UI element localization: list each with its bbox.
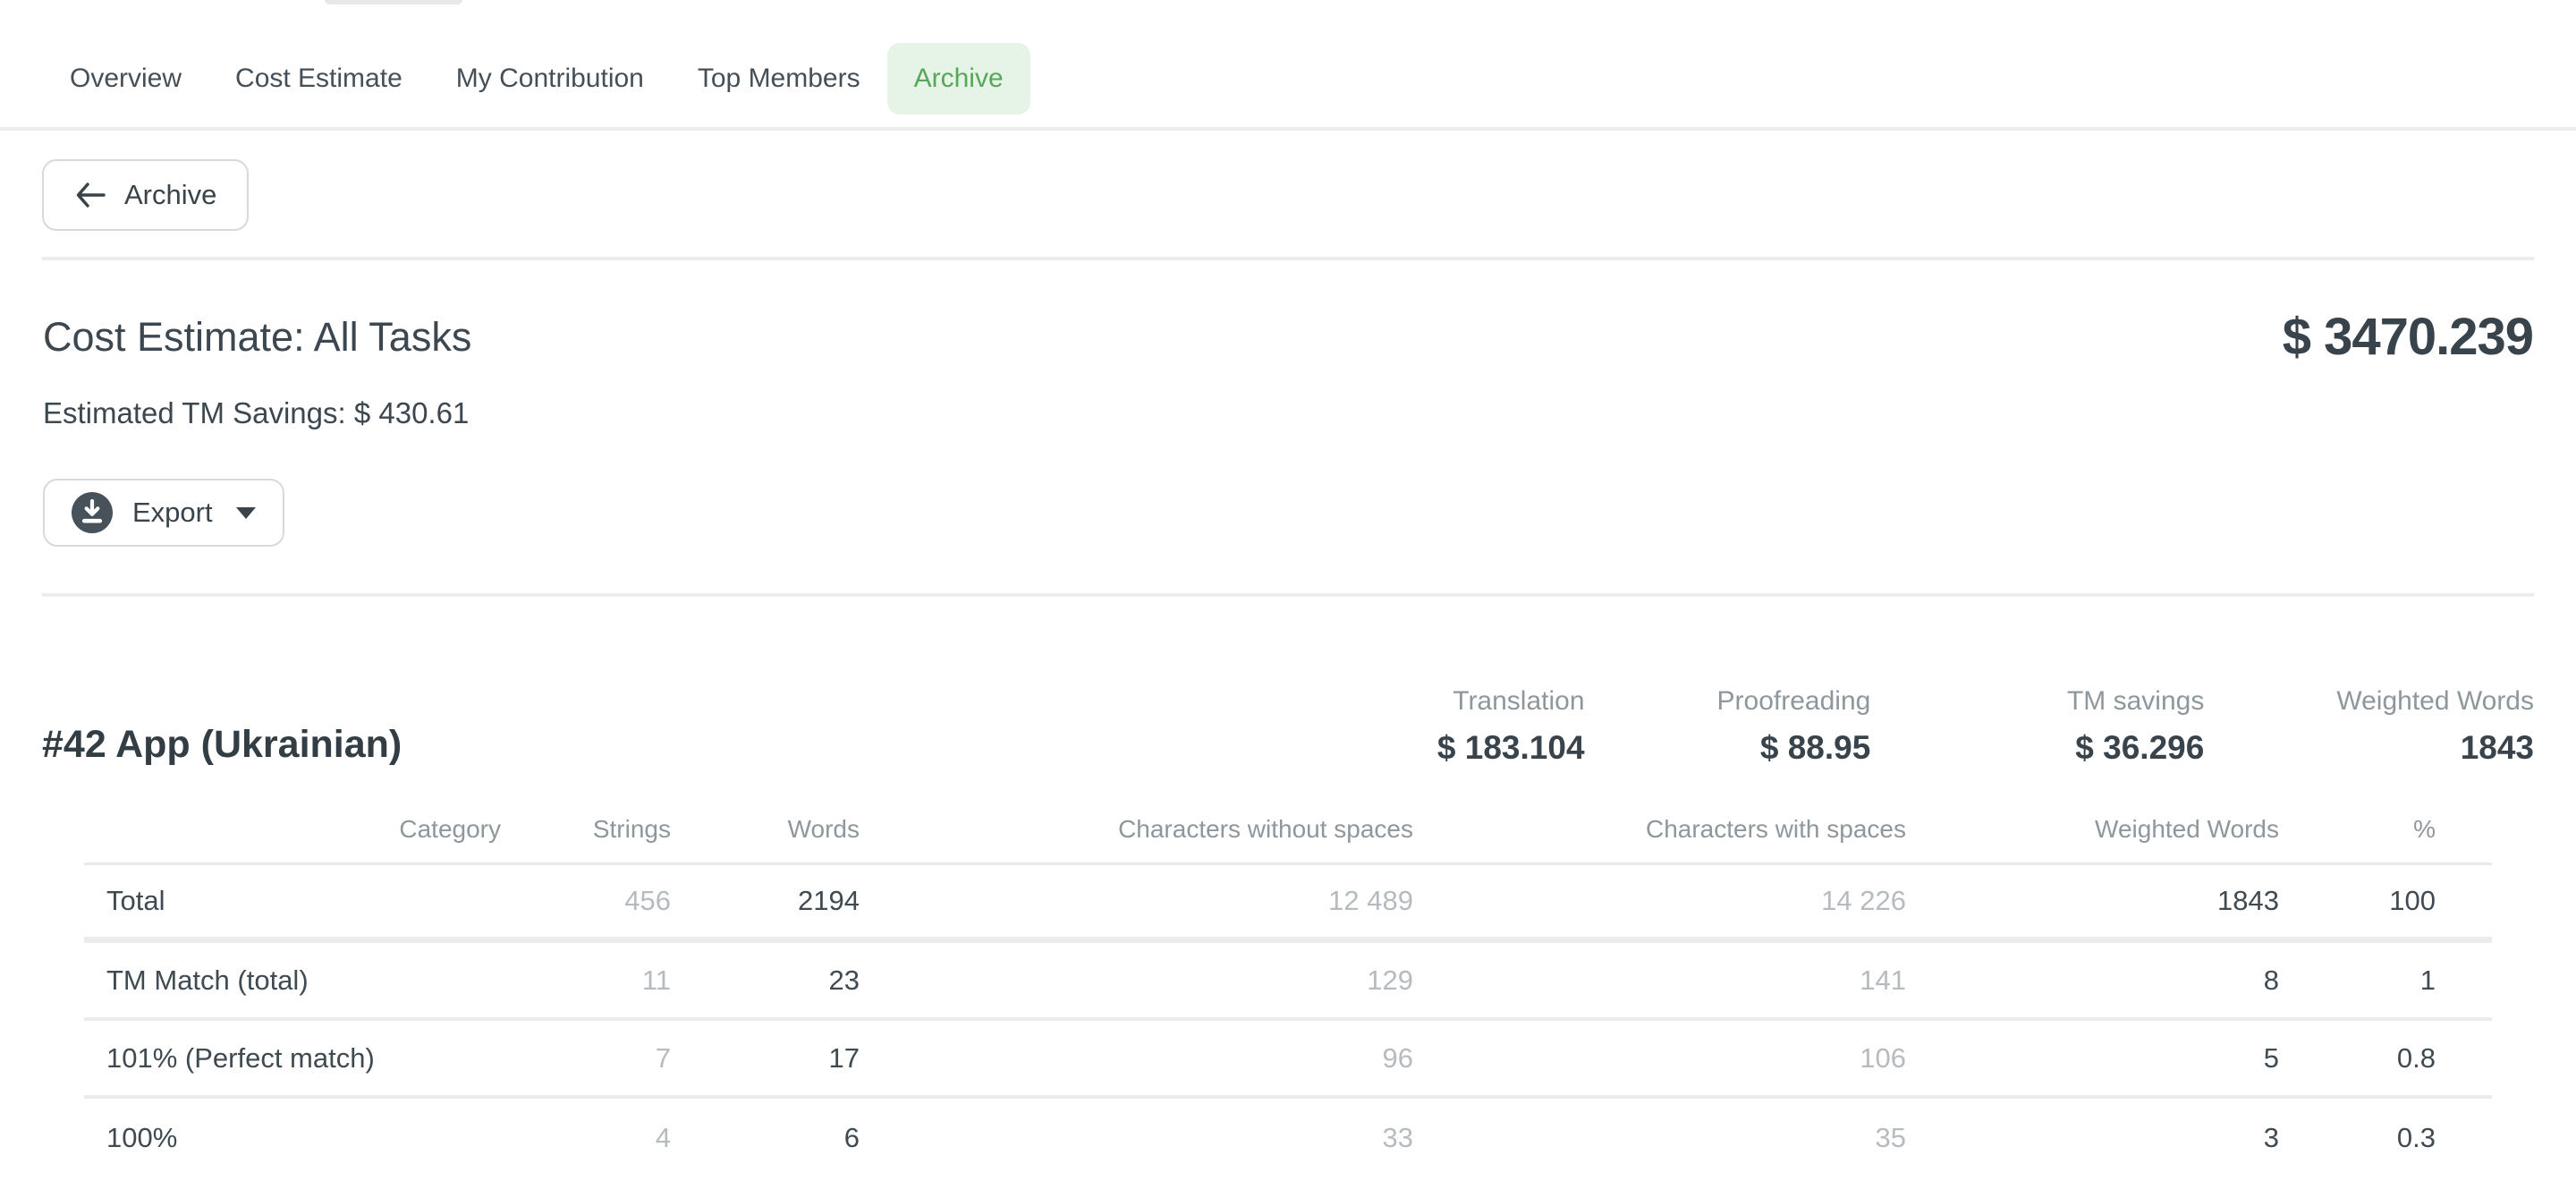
cell-weighted-words: 8 — [2263, 964, 2279, 996]
cell-words: 23 — [828, 964, 860, 996]
column-header: Words — [787, 814, 860, 843]
total-cost-value: $ 3470.239 — [2282, 308, 2534, 366]
stat-label: Translation — [1453, 686, 1585, 716]
cell-weighted-words: 5 — [2263, 1041, 2279, 1074]
cell-chars-with-spaces: 35 — [1875, 1121, 1906, 1153]
cost-estimate-header: Cost Estimate: All Tasks $ 3470.239 Esti… — [0, 308, 2576, 547]
tab-item[interactable]: Cost Estimate — [208, 43, 429, 115]
tab-item[interactable]: Archive — [886, 42, 1030, 115]
cell-strings: 456 — [624, 885, 671, 916]
page-title: Cost Estimate: All Tasks — [43, 314, 472, 360]
cell-strings: 7 — [655, 1041, 671, 1074]
stat-value: $ 88.95 — [1759, 729, 1871, 766]
cell-chars-with-spaces: 106 — [1860, 1041, 1906, 1074]
cell-chars-with-spaces: 141 — [1860, 964, 1906, 996]
cell-percent: 0.3 — [2396, 1121, 2436, 1153]
back-arrow-icon — [76, 183, 106, 208]
tm-savings-line: Estimated TM Savings: $ 430.61 — [43, 396, 470, 429]
cell-category: 100% — [106, 1121, 178, 1153]
cell-weighted-words: 1843 — [2217, 885, 2279, 916]
back-bar: Archive — [42, 159, 2534, 260]
tab-item[interactable]: Top Members — [671, 43, 887, 115]
table-row: 100% 4 6 33 35 3 0.3 — [84, 1099, 2492, 1177]
stat-value: $ 36.296 — [2075, 729, 2205, 766]
stat-block: Proofreading $ 88.95 — [1717, 686, 1871, 767]
cell-percent: 0.8 — [2396, 1041, 2436, 1074]
stat-block: TM savings $ 36.296 — [2003, 686, 2204, 767]
project-section: #42 App (Ukrainian) Translation $ 183.10… — [0, 686, 2576, 1177]
cell-strings: 11 — [641, 964, 671, 996]
stat-label: Weighted Words — [2336, 686, 2534, 716]
table-row: TM Match (total) 11 23 129 141 8 1 — [84, 943, 2492, 1021]
cell-weighted-words: 3 — [2263, 1121, 2279, 1153]
cell-chars-without-spaces: 96 — [1382, 1041, 1413, 1074]
cell-words: 17 — [828, 1041, 860, 1074]
project-stats: Translation $ 183.104 Proofreading $ 88.… — [1433, 686, 2534, 767]
cell-percent: 1 — [2419, 964, 2436, 996]
tab-item[interactable]: My Contribution — [429, 43, 671, 115]
cell-chars-with-spaces: 14 226 — [1821, 885, 1906, 916]
table-row: Total 456 2194 12 489 14 226 1843 100 — [84, 865, 2492, 943]
archive-back-label: Archive — [124, 179, 217, 210]
tab-item[interactable]: Overview — [43, 43, 208, 115]
chevron-down-icon — [235, 506, 256, 519]
column-header: Characters without spaces — [1118, 814, 1413, 843]
stat-block: Weighted Words 1843 — [2336, 686, 2534, 767]
stat-value: 1843 — [2460, 729, 2534, 766]
project-title: #42 App (Ukrainian) — [42, 723, 402, 766]
cell-category: Total — [106, 885, 165, 916]
section-divider — [42, 593, 2534, 597]
cell-chars-without-spaces: 33 — [1382, 1121, 1413, 1153]
cell-category: 101% (Perfect match) — [106, 1041, 375, 1074]
stat-label: Proofreading — [1716, 686, 1871, 716]
tab-label: My Contribution — [455, 63, 644, 93]
archive-back-button[interactable]: Archive — [42, 159, 250, 231]
table-row: 101% (Perfect match) 7 17 96 106 5 0.8 — [84, 1021, 2492, 1099]
tab-label: Cost Estimate — [235, 63, 402, 93]
export-button[interactable]: Export — [43, 479, 284, 547]
column-header: Strings — [592, 814, 671, 843]
stat-block: Translation $ 183.104 — [1433, 686, 1585, 767]
cell-strings: 4 — [655, 1121, 671, 1153]
tab-bar: Overview Cost Estimate My Contribution T… — [0, 0, 2576, 131]
cell-category: TM Match (total) — [106, 964, 309, 996]
cell-chars-without-spaces: 12 489 — [1328, 885, 1413, 916]
cutoff-popup-remnant — [325, 0, 462, 4]
tab-label: Overview — [70, 63, 182, 93]
cell-words: 2194 — [798, 885, 860, 916]
stat-value: $ 183.104 — [1436, 729, 1585, 766]
column-header: Category — [399, 814, 501, 843]
download-icon — [72, 492, 113, 533]
cell-words: 6 — [843, 1121, 860, 1153]
tab-label: Top Members — [697, 63, 860, 93]
table-header-row: Category Strings Words Characters withou… — [84, 795, 2492, 865]
stat-label: TM savings — [2066, 686, 2205, 716]
tab-label: Archive — [913, 63, 1004, 93]
table-body: Total 456 2194 12 489 14 226 1843 100 TM… — [84, 865, 2492, 1177]
column-header: % — [2413, 814, 2436, 843]
column-header: Characters with spaces — [1645, 814, 1906, 843]
column-header: Weighted Words — [2095, 814, 2279, 843]
cost-breakdown-table: Category Strings Words Characters withou… — [84, 795, 2492, 1177]
export-label: Export — [132, 497, 213, 528]
cell-chars-without-spaces: 129 — [1367, 964, 1413, 996]
cell-percent: 100 — [2389, 885, 2436, 916]
